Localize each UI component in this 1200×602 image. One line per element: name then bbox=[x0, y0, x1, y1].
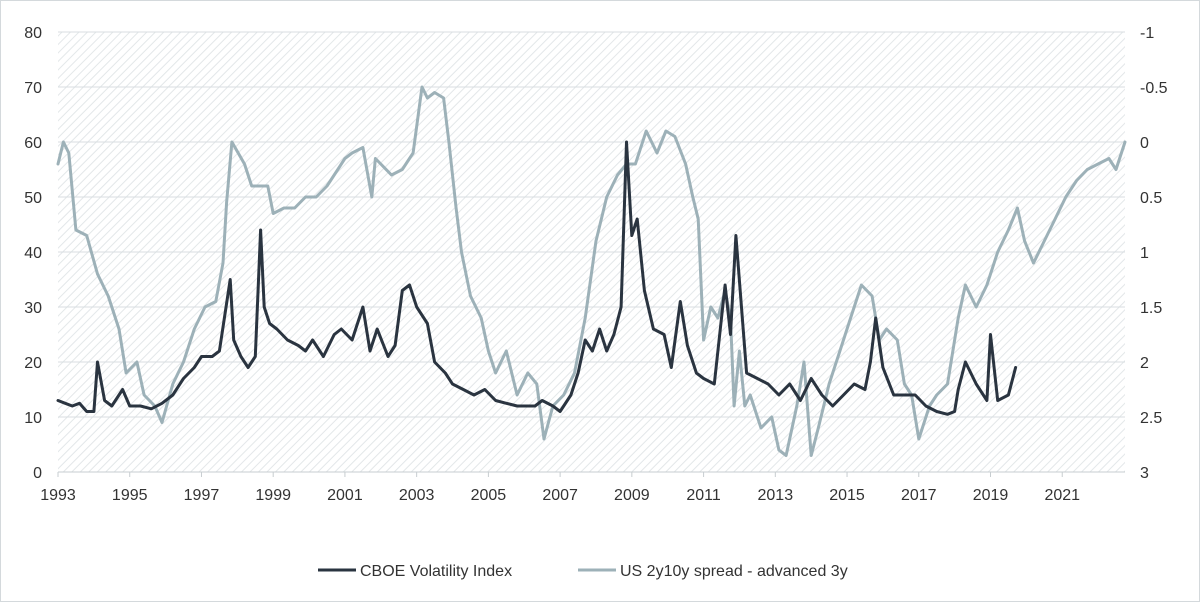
x-axis-ticks: 1993 1995 1997 1999 2001 2003 2005 2007 2009 2011… bbox=[40, 472, 1080, 504]
left-axis-tick-label: 0 bbox=[33, 465, 42, 482]
right-axis-ticks: 3 2.5 2 1.5 1 0.5 0 -0.5 -1 bbox=[1140, 25, 1168, 482]
x-axis-tick-label: 2021 bbox=[1044, 487, 1080, 504]
left-axis-tick-label: 50 bbox=[24, 190, 42, 207]
x-axis-tick-label: 2019 bbox=[973, 487, 1009, 504]
x-axis-tick-label: 2005 bbox=[471, 487, 507, 504]
series-line-spread bbox=[56, 85, 1127, 457]
x-axis-tick-label: 2009 bbox=[614, 487, 650, 504]
x-axis-tick-label: 1999 bbox=[255, 487, 291, 504]
series-line-vix bbox=[56, 140, 1018, 416]
legend-label-spread: US 2y10y spread - advanced 3y bbox=[620, 563, 848, 580]
x-axis-tick-label: 1993 bbox=[40, 487, 76, 504]
left-axis-ticks: 0 10 20 30 40 50 60 70 80 bbox=[24, 25, 42, 482]
series-lines bbox=[56, 85, 1127, 457]
legend-label-vix: CBOE Volatility Index bbox=[360, 563, 512, 580]
right-axis-tick-label: 0.5 bbox=[1140, 190, 1162, 207]
right-axis-tick-label: 2.5 bbox=[1140, 410, 1162, 427]
right-axis-tick-label: 0 bbox=[1140, 135, 1149, 152]
left-axis-tick-label: 10 bbox=[24, 410, 42, 427]
left-axis-tick-label: 70 bbox=[24, 80, 42, 97]
x-axis-tick-label: 1995 bbox=[112, 487, 148, 504]
x-axis-tick-label: 1997 bbox=[184, 487, 220, 504]
x-axis-tick-label: 2007 bbox=[542, 487, 578, 504]
x-axis-tick-label: 2011 bbox=[686, 487, 721, 504]
right-axis-tick-label: 3 bbox=[1140, 465, 1149, 482]
left-axis-tick-label: 20 bbox=[24, 355, 42, 372]
x-axis-tick-label: 2017 bbox=[901, 487, 937, 504]
gridlines bbox=[58, 31, 1125, 418]
x-axis-tick-label: 2001 bbox=[327, 487, 363, 504]
legend: CBOE Volatility Index US 2y10y spread - a… bbox=[318, 563, 848, 580]
right-axis-tick-label: -1 bbox=[1140, 25, 1154, 42]
left-axis-tick-label: 80 bbox=[24, 25, 42, 42]
right-axis-tick-label: 1.5 bbox=[1140, 300, 1162, 317]
left-axis-tick-label: 60 bbox=[24, 135, 42, 152]
right-axis-tick-label: 2 bbox=[1140, 355, 1149, 372]
left-axis-tick-label: 40 bbox=[24, 245, 42, 262]
x-axis-tick-label: 2015 bbox=[829, 487, 865, 504]
x-axis-tick-label: 2013 bbox=[758, 487, 794, 504]
right-axis-tick-label: -0.5 bbox=[1140, 80, 1168, 97]
left-axis-tick-label: 30 bbox=[24, 300, 42, 317]
x-axis-tick-label: 2003 bbox=[399, 487, 435, 504]
right-axis-tick-label: 1 bbox=[1140, 245, 1149, 262]
